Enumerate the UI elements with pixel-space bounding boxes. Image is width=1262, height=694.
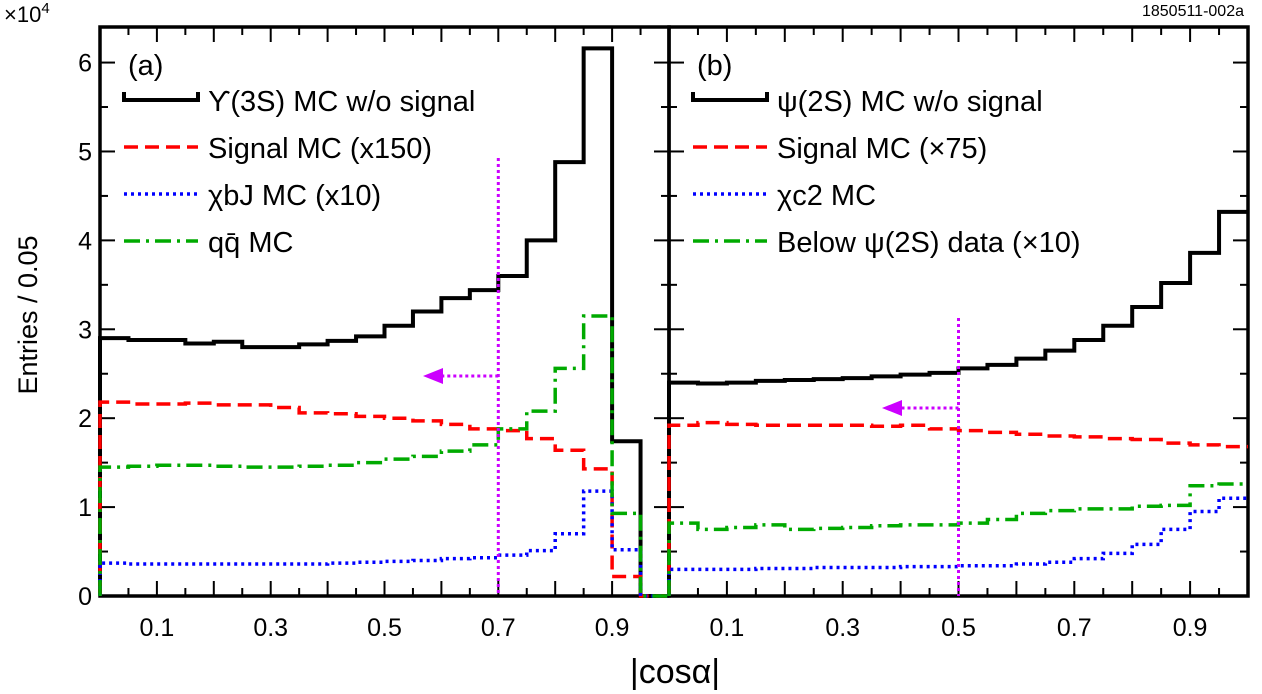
panel-a: 0.1 0.3 0.5 0.7 0.9 (a) ϒ(3S) MC w/o signal Sig… [98,25,671,642]
panel-b: 0.1 0.3 0.5 0.7 0.9 (b) ψ(2S) MC w/o signal Sig… [667,25,1250,642]
panel-b-legend-label-2: χc2 MC [777,180,876,212]
panel-a-legend-label-0: ϒ(3S) MC w/o signal [208,86,475,118]
panel-a-series-1 [98,400,669,598]
panel-b-legend-label-3: Below ψ(2S) data (×10) [777,227,1081,259]
panel-b-x-tick-label: 0.7 [1057,614,1092,642]
panel-b-series-2 [667,496,1248,596]
panel-a-series-3 [98,314,669,598]
panel-a-series-0 [98,46,669,598]
panel-a-x-tick-label: 0.9 [595,614,630,642]
y-scale-exponent: 4 [41,0,49,17]
x-axis-title: |cosα| [630,653,720,691]
panel-b-label: (b) [697,50,732,82]
y-tick-label: 0 [78,583,92,611]
panel-a-x-tick-label: 0.1 [140,614,175,642]
panel-b-legend-label-0: ψ(2S) MC w/o signal [777,86,1043,118]
y-scale-note: ×104 [4,0,50,27]
panel-a-legend-label-2: χbJ MC (x10) [208,180,381,212]
panel-b-series-1 [667,420,1248,596]
y-tick-label: 5 [78,138,92,166]
panel-b-x-tick-label: 0.9 [1173,614,1208,642]
panel-b-x-tick-label: 0.3 [825,614,860,642]
panel-a-x-tick-label: 0.7 [481,614,516,642]
panel-b-legend-label-1: Signal MC (×75) [777,133,987,165]
panel-a-label: (a) [128,50,163,82]
panel-b-x-tick-label: 0.5 [941,614,976,642]
y-tick-label: 6 [78,50,92,78]
y-scale-multiplier: ×10 [4,2,41,27]
panel-a-series-2 [98,489,669,598]
y-tick-label: 1 [78,494,92,522]
y-tick-label: 4 [78,227,92,255]
y-axis-title: Entries / 0.05 [13,235,43,394]
y-tick-label: 2 [78,405,92,433]
y-tick-label: 3 [78,316,92,344]
panel-a-legend-label-1: Signal MC (x150) [208,133,432,165]
panel-a-cut-arrow-head [423,368,443,384]
panel-a-x-tick-label: 0.3 [253,614,288,642]
panel-b-x-tick-label: 0.1 [710,614,745,642]
panel-a-x-tick-label: 0.5 [367,614,402,642]
panel-a-legend-label-3: qq̄ MC [208,227,293,259]
y-tick-labels: 0 1 2 3 4 5 6 [78,50,92,611]
figure-id: 1850511-002a [1142,3,1244,20]
panel-b-cut-arrow-head [882,400,902,416]
